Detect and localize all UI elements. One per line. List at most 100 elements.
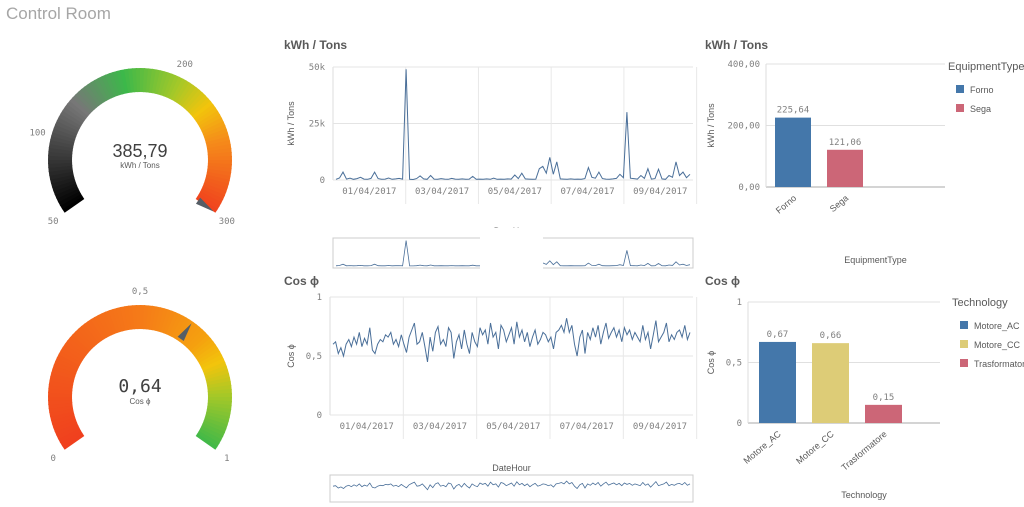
- gauge-arc-segment: [203, 365, 229, 378]
- gauge-arc-segment: [69, 333, 91, 354]
- cosphi-line-chart[interactable]: 0 0,5 1 01/04/2017 03/04/2017 05/04/2017 07/04…: [280, 288, 700, 507]
- gauge-cosphi[interactable]: 00,51: [0, 270, 280, 470]
- bar-motore_cc[interactable]: [812, 343, 849, 423]
- gauge-arc-segment: [52, 364, 77, 377]
- gauge-arc-segment: [67, 99, 89, 119]
- y-axis-title: Cos ϕ: [706, 351, 716, 375]
- gauge-arc-segment: [116, 69, 127, 95]
- gauge-arc-segment: [199, 188, 224, 204]
- gauge-arc-segment: [183, 326, 204, 348]
- gauge-arc-segment: [62, 343, 85, 361]
- gauge-arc-segment: [124, 68, 133, 94]
- gauge-arc-segment: [198, 191, 222, 208]
- legend-item[interactable]: Sega: [970, 104, 991, 114]
- y-tick-label: 0,5: [306, 352, 322, 362]
- gauge-value: 385,79: [112, 141, 168, 161]
- gauge-arc-segment: [58, 112, 82, 129]
- gauge-arc-segment: [61, 195, 85, 213]
- gauge-arc-segment: [166, 75, 180, 99]
- x-axis-title: DateHour: [492, 463, 531, 473]
- range-navigator[interactable]: [329, 474, 694, 503]
- gauge-arc-segment: [176, 82, 194, 105]
- gauge-arc-segment: [202, 420, 227, 434]
- gauge-arc-segment: [112, 70, 124, 96]
- x-tick-label: 01/04/2017: [342, 187, 396, 197]
- gauge-arc-segment: [206, 144, 232, 153]
- gauge-arc-segment: [97, 76, 113, 100]
- y-tick-label: 0: [737, 419, 742, 429]
- bar-value-label: 0,67: [767, 330, 789, 340]
- x-tick-label: 01/04/2017: [340, 422, 394, 432]
- gauge-arc-segment: [166, 312, 180, 336]
- gauge-arc-segment: [207, 392, 232, 399]
- gauge-arc-segment: [72, 94, 93, 115]
- gauge-arc-segment: [193, 103, 217, 122]
- legend-item[interactable]: Motore_CC: [974, 340, 1021, 350]
- gauge-arc-segment: [57, 190, 82, 206]
- gauge-arc-segment: [197, 347, 221, 364]
- gauge-arc-segment: [52, 127, 77, 140]
- gauge-arc-segment: [104, 73, 118, 98]
- gauge-arc-segment: [56, 353, 81, 369]
- gauge-arc-segment: [193, 340, 217, 359]
- gauge-arc-segment: [53, 419, 78, 433]
- equipment-bar-chart[interactable]: 0,00 200,00 400,00 kWh / Tons 225,64 Forno 121…: [700, 50, 1024, 270]
- bar-motore_ac[interactable]: [759, 341, 796, 423]
- gauge-arc-segment: [171, 315, 188, 339]
- legend-title: Technology: [952, 297, 1008, 309]
- gauge-arc-segment: [204, 132, 230, 144]
- legend-item[interactable]: Motore_AC: [974, 321, 1020, 331]
- gauge-needle: [195, 197, 214, 212]
- gauge-arc-segment: [120, 69, 130, 94]
- kwh-line-chart[interactable]: 0 25k 50k 01/04/2017 03/04/2017 05/04/2017 07/…: [280, 50, 700, 270]
- gauge-arc-segment: [49, 410, 75, 421]
- legend-item[interactable]: Forno: [970, 85, 994, 95]
- x-tick-label: 09/04/2017: [633, 187, 687, 197]
- gauge-arc-segment: [188, 331, 209, 352]
- gauge-arc-segment: [59, 430, 83, 447]
- y-tick-label: 1: [737, 298, 742, 308]
- gauge-arc-segment: [48, 395, 73, 402]
- gauge-arc-segment: [205, 174, 230, 185]
- gauge-arc-segment: [198, 351, 223, 367]
- gauge-arc-segment: [87, 81, 105, 105]
- bar-trasformatore[interactable]: [865, 404, 902, 423]
- bar-sega[interactable]: [827, 149, 863, 187]
- gauge-arc-segment: [49, 407, 74, 417]
- legend-item[interactable]: Trasformatore: [974, 359, 1024, 369]
- gauge-arc-segment: [190, 334, 212, 354]
- legend-swatch: [960, 359, 968, 367]
- gauge-arc-segment: [55, 120, 79, 134]
- legend-swatch: [960, 340, 968, 348]
- gauge-arc-segment: [174, 317, 191, 341]
- gauge-arc-segment: [195, 344, 219, 362]
- gauge-arc-segment: [179, 84, 197, 107]
- gauge-arc-segment: [201, 186, 225, 200]
- x-tick-label: Forno: [774, 193, 798, 216]
- bar-forno[interactable]: [775, 117, 811, 187]
- gauge-arc-segment: [64, 340, 87, 358]
- x-tick-label: 05/04/2017: [486, 422, 540, 432]
- gauge-arc-segment: [48, 167, 74, 176]
- gauge-arc-segment: [196, 431, 220, 448]
- gauge-kwh[interactable]: 50 100 200 300: [0, 30, 280, 260]
- data-series-line: [335, 69, 691, 181]
- gauge-arc-segment: [69, 96, 91, 117]
- chart-title: Cos ϕ: [705, 274, 740, 288]
- gauge-arc-segment: [59, 193, 83, 210]
- app-title: Control Room: [6, 4, 111, 23]
- gauge-tick-label: 0,5: [132, 287, 148, 297]
- gauge-arc-segment: [198, 114, 223, 130]
- gauge-arc-segment: [53, 360, 78, 374]
- gauge-label: Cos ϕ: [129, 397, 151, 406]
- gauge-arc-segment: [72, 331, 93, 352]
- gauge-arc-segment: [202, 183, 227, 197]
- gauge-arc-segment: [74, 91, 95, 112]
- y-axis-title: kWh / Tons: [286, 101, 296, 146]
- technology-bar-chart[interactable]: 0 0,5 1 Cos ϕ 0,67 Motore_AC 0,66 Motore_CC 0,15…: [700, 288, 1024, 507]
- gauge-arc-segment: [77, 325, 97, 347]
- gauge-arc-segment: [181, 324, 201, 346]
- gauge-arc-segment: [67, 336, 89, 356]
- gauge-tick-label: 100: [29, 129, 45, 139]
